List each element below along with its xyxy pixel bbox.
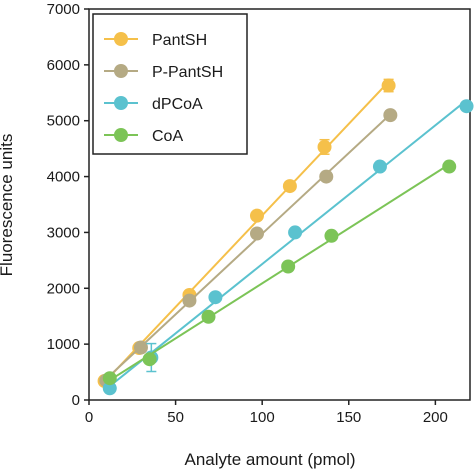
x-tick-label: 100	[250, 409, 275, 426]
legend-marker	[114, 128, 128, 142]
data-point	[133, 340, 148, 355]
data-point	[442, 159, 457, 174]
axes	[88, 8, 471, 401]
fit-line	[103, 81, 390, 383]
y-tick-label: 2000	[47, 280, 80, 297]
series-dpcoa	[102, 99, 474, 396]
y-tick-label: 1000	[47, 336, 80, 353]
data-point	[102, 381, 117, 396]
fit-line	[105, 113, 392, 380]
data-point	[249, 208, 264, 223]
x-tick-label: 0	[85, 409, 93, 426]
legend-label: CoA	[152, 128, 183, 145]
data-point	[182, 293, 197, 308]
fit-line	[109, 99, 468, 387]
legend-marker	[114, 96, 128, 110]
plot-frame	[88, 8, 471, 401]
data-point	[288, 225, 303, 240]
x-tick-label: 200	[423, 409, 448, 426]
data-point	[381, 78, 396, 93]
x-tick-label: 150	[336, 409, 361, 426]
y-tick-label: 7000	[47, 1, 80, 18]
legend-label: PantSH	[152, 32, 207, 49]
legend-marker	[114, 32, 128, 46]
series-layer	[97, 78, 474, 396]
x-axis-label: Analyte amount (pmol)	[184, 450, 355, 469]
legend: PantSH P-PantSH dPCoA CoA	[92, 13, 248, 155]
data-point	[208, 290, 223, 305]
data-point	[102, 371, 117, 386]
y-tick-label: 4000	[47, 169, 80, 186]
data-point	[201, 309, 216, 324]
fit-line	[109, 163, 450, 382]
y-tick-label: 3000	[47, 224, 80, 241]
data-point	[281, 259, 296, 274]
y-tick-label: 5000	[47, 113, 80, 130]
legend-marker	[114, 64, 128, 78]
legend-label: P-PantSH	[152, 64, 223, 81]
data-point	[317, 139, 332, 154]
y-axis-label: Fluorescence units	[0, 134, 16, 277]
data-point	[249, 226, 264, 241]
data-point	[324, 228, 339, 243]
data-point	[319, 169, 334, 184]
data-point	[282, 179, 297, 194]
y-tick-label: 6000	[47, 57, 80, 74]
series-coa	[102, 159, 457, 386]
legend-label: dPCoA	[152, 96, 203, 113]
ticks: 0 50 100 150 2000100020003000400050006000700…	[47, 1, 448, 426]
data-point	[142, 352, 157, 367]
data-point	[459, 99, 474, 114]
x-tick-label: 50	[167, 409, 184, 426]
data-point	[383, 108, 398, 123]
data-point	[372, 159, 387, 174]
y-tick-label: 0	[72, 392, 80, 409]
